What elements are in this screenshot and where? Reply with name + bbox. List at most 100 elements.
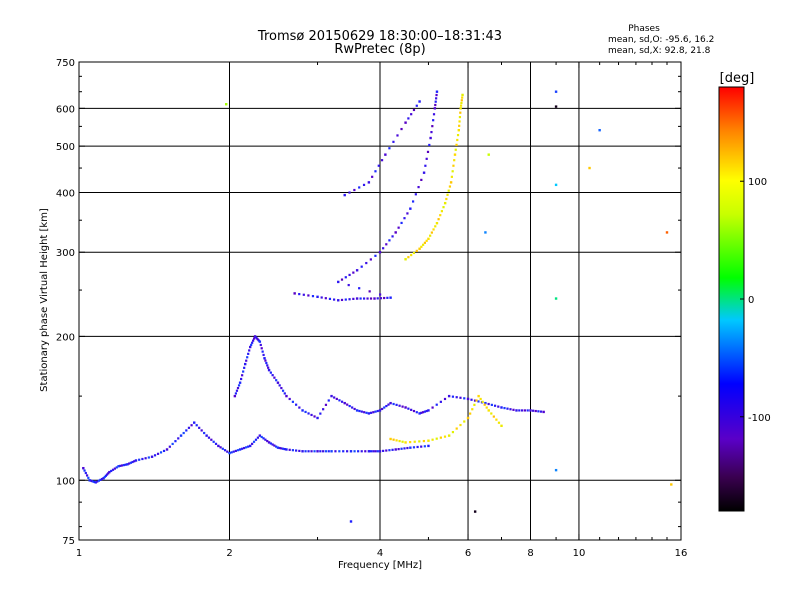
data-point [477,394,480,398]
data-point [459,423,462,427]
data-point [473,403,476,406]
data-point [93,480,96,484]
data-point [358,287,361,290]
data-point [484,401,487,405]
data-point [479,397,482,401]
data-point [319,412,322,415]
data-point [280,386,283,390]
data-point [82,466,85,470]
data-point [407,117,410,120]
data-point [248,345,252,349]
data-point [453,153,457,156]
data-point [409,207,412,210]
data-point [103,475,106,479]
data-point [389,296,392,299]
data-point [267,366,270,369]
data-point [434,100,437,103]
data-point [302,293,305,296]
data-point [398,439,401,443]
data-point [108,470,111,474]
chart-title: Tromsø 20150629 18:30:00–18:31:43 [257,29,502,44]
data-point [435,403,438,406]
data-point [456,138,459,142]
data-point [383,406,386,409]
data-point [126,463,129,466]
data-point [288,397,291,401]
data-point [439,214,442,217]
data-point [435,437,438,440]
data-point [264,359,267,362]
data-point [99,478,102,481]
phases-title: Phases [628,24,660,34]
data-point [260,435,263,439]
data-point [316,295,319,299]
data-point [539,410,543,413]
data-point [453,159,456,162]
data-point [376,297,379,300]
data-point [534,409,537,413]
data-point [412,409,416,413]
data-point [316,450,319,453]
colorbar-tick-label: 100 [748,177,767,188]
data-point [532,409,535,412]
data-point [256,436,260,439]
data-point [344,298,347,301]
data-point [401,440,404,443]
data-point [434,225,437,228]
data-point [348,273,351,277]
data-point [124,463,127,466]
data-point [340,278,344,281]
data-point [234,449,237,453]
data-point [416,445,419,449]
data-point [295,449,298,452]
data-point [340,400,344,403]
data-point [490,412,493,415]
data-point [443,435,447,438]
data-point [337,280,340,284]
data-point [85,474,89,477]
data-point [382,449,385,453]
data-point [385,404,388,408]
data-point [348,191,351,194]
data-point [410,408,413,411]
data-point [360,410,363,413]
data-point [376,450,379,453]
data-point [386,296,389,299]
data-point [266,364,269,367]
data-point [348,404,351,408]
data-point [241,374,244,377]
data-point [313,415,316,418]
data-point [113,467,116,470]
data-point [193,421,196,424]
data-point [369,411,373,414]
data-point [500,424,503,428]
data-point [291,400,295,403]
data-point [374,254,377,257]
data-point [330,450,333,453]
x-tick-label: 10 [573,548,586,559]
data-point [129,461,132,464]
data-point [381,407,384,411]
data-point [343,193,346,197]
data-point [422,439,425,443]
outlier-point [225,103,228,106]
data-point [362,297,366,300]
data-point [153,454,157,457]
data-point [418,412,421,415]
data-point [283,448,286,451]
x-axis-label: Frequency [MHz] [338,560,422,571]
outlier-point [554,297,558,300]
data-point [252,339,255,342]
data-point [304,410,307,414]
data-point [447,434,451,437]
data-point [431,406,434,409]
data-point [387,403,390,406]
data-point [245,446,248,449]
data-point [236,449,240,452]
colorbar-ticks: 100 0 -100 [740,177,771,424]
colorbar-tick-label: 0 [748,295,754,306]
data-point [133,460,136,463]
data-point [117,465,120,468]
colorbar-label: [deg] [720,71,755,86]
data-point [459,104,463,107]
